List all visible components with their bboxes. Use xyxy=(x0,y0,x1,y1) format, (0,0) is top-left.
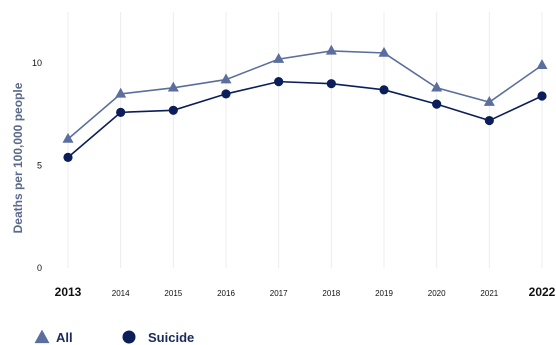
data-point xyxy=(325,44,337,55)
legend-label: Suicide xyxy=(148,330,194,345)
legend-circle-icon xyxy=(122,330,136,344)
data-point xyxy=(274,77,284,87)
x-tick-label: 2014 xyxy=(112,289,130,298)
x-tick-label: 2021 xyxy=(480,289,498,298)
legend-item-suicide: Suicide xyxy=(122,330,194,345)
x-tick-label: 2013 xyxy=(55,285,82,299)
series-suicide xyxy=(63,77,547,163)
y-tick-label: 10 xyxy=(32,58,42,68)
y-axis-ticks: 0 5 10 xyxy=(32,58,42,273)
y-tick-label: 5 xyxy=(37,161,42,171)
legend-item-all: All xyxy=(34,329,73,345)
x-tick-label: 2018 xyxy=(322,289,340,298)
data-point xyxy=(220,73,232,84)
legend: All Suicide xyxy=(34,329,194,345)
x-tick-label: 2020 xyxy=(428,289,446,298)
data-point xyxy=(62,132,74,143)
x-tick-label: 2015 xyxy=(164,289,182,298)
data-point xyxy=(537,91,547,101)
data-point xyxy=(326,79,336,89)
data-point xyxy=(115,87,127,98)
legend-label: All xyxy=(56,330,73,345)
x-tick-label: 2017 xyxy=(270,289,288,298)
data-point xyxy=(378,46,390,57)
series-group xyxy=(62,44,548,163)
data-point xyxy=(221,89,231,99)
data-point xyxy=(431,81,443,92)
data-point xyxy=(273,52,285,63)
data-point xyxy=(63,152,73,163)
x-tick-label: 2019 xyxy=(375,289,393,298)
x-tick-label: 2022 xyxy=(529,285,556,299)
data-point xyxy=(168,105,178,115)
data-point xyxy=(432,99,442,109)
series-line-all xyxy=(67,50,543,140)
data-point xyxy=(536,59,548,70)
data-point xyxy=(116,107,126,117)
data-point xyxy=(379,85,389,95)
gridlines xyxy=(67,12,543,268)
series-all xyxy=(62,44,548,143)
data-point xyxy=(167,81,179,92)
series-line-suicide xyxy=(67,80,543,159)
legend-triangle-icon xyxy=(34,329,50,344)
x-tick-label: 2016 xyxy=(217,289,235,298)
x-axis-ticks: 2013 2014 2015 2016 2017 2018 2019 2020 2021 2022 xyxy=(55,285,556,299)
y-tick-label: 0 xyxy=(37,263,42,273)
data-point xyxy=(483,95,495,106)
data-point xyxy=(484,115,494,126)
y-axis-label: Deaths per 100,000 people xyxy=(11,82,25,233)
